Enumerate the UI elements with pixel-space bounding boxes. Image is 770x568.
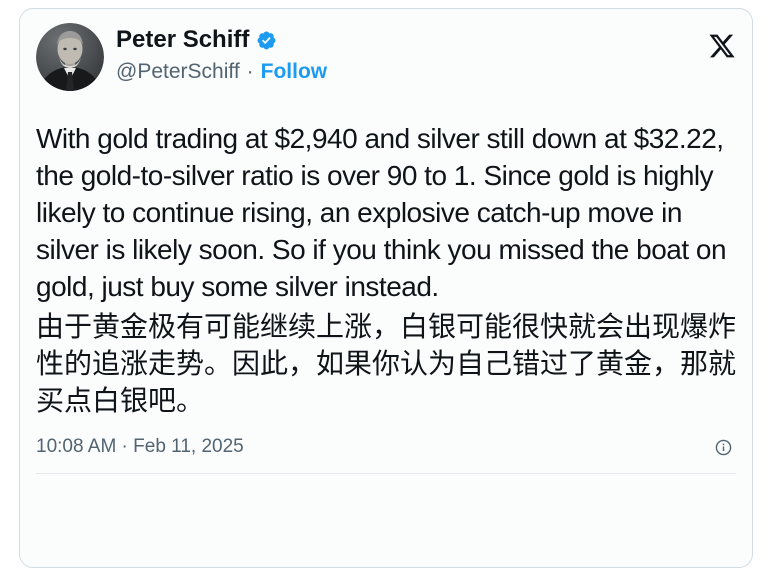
author-handle-row: @PeterSchiff · Follow: [116, 58, 708, 85]
tweet-body: With gold trading at $2,940 and silver s…: [36, 120, 736, 419]
verified-badge-icon: [257, 31, 276, 49]
tweet-footer: 10:08 AM · Feb 11, 2025: [36, 436, 736, 458]
timestamp-link[interactable]: 10:08 AM · Feb 11, 2025: [36, 436, 244, 457]
tweet-header: Peter Schiff @PeterSchiff · Follow: [36, 9, 736, 91]
separator-dot: ·: [246, 60, 254, 83]
tweet-card: Peter Schiff @PeterSchiff · Follow With …: [19, 8, 753, 568]
x-logo-icon[interactable]: [708, 32, 736, 60]
author-name[interactable]: Peter Schiff: [116, 26, 250, 53]
avatar[interactable]: [36, 23, 104, 91]
divider: [36, 473, 736, 474]
x-logo-glyph: [709, 34, 735, 58]
info-icon-glyph: [715, 439, 732, 455]
author-handle[interactable]: @PeterSchiff: [116, 60, 240, 83]
follow-button[interactable]: Follow: [260, 60, 328, 83]
author-block: Peter Schiff @PeterSchiff · Follow: [116, 25, 708, 85]
info-icon[interactable]: [715, 439, 732, 456]
profile-photo-image: [36, 23, 104, 91]
tweet-text-chinese: 由于黄金极有可能继续上涨，白银可能很快就会出现爆炸性的追涨走势。因此，如果你认为…: [36, 311, 737, 416]
tweet-text-english: With gold trading at $2,940 and silver s…: [36, 123, 727, 302]
author-name-row: Peter Schiff: [116, 25, 708, 55]
